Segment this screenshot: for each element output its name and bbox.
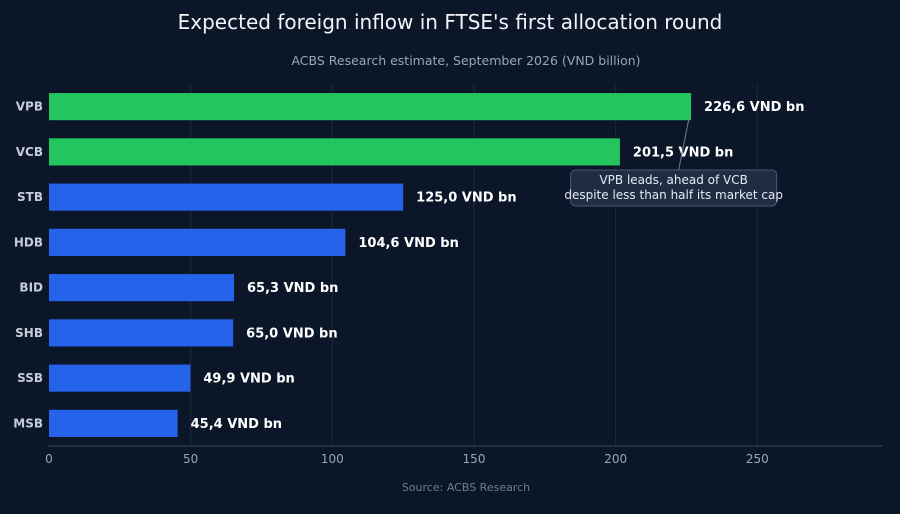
category-label-bid: BID <box>19 281 43 295</box>
data-label-shb: 65,0 VND bn <box>246 326 337 341</box>
annotation-arrow <box>678 118 690 171</box>
category-label-msb: MSB <box>13 416 43 430</box>
annotation: VPB leads, ahead of VCB despite less tha… <box>564 118 783 207</box>
annotation-line-2: despite less than half its market cap <box>564 188 783 202</box>
chart-title: Expected foreign inflow in FTSE's first … <box>178 10 723 34</box>
chart-subtitle: ACBS Research estimate, September 2026 (… <box>291 53 640 68</box>
bar-vcb <box>49 138 620 166</box>
x-axis-ticks: 0 50 100 150 200 250 <box>45 452 769 466</box>
bar-msb <box>49 409 178 437</box>
category-label-vpb: VPB <box>16 100 43 114</box>
category-label-ssb: SSB <box>17 371 43 385</box>
data-label-vcb: 201,5 VND bn <box>633 145 733 160</box>
x-tick-label: 150 <box>463 452 486 466</box>
bars <box>49 93 692 437</box>
data-label-ssb: 49,9 VND bn <box>203 372 294 387</box>
category-axis: VPB VCB STB HDB BID SHB SSB MSB <box>13 100 43 431</box>
annotation-box <box>570 169 778 207</box>
x-tick-label: 100 <box>321 452 344 466</box>
bar-bid <box>49 274 235 302</box>
category-label-hdb: HDB <box>14 235 43 249</box>
category-label-vcb: VCB <box>16 145 43 159</box>
chart-source: Source: ACBS Research <box>402 481 530 494</box>
x-tick-label: 250 <box>746 452 769 466</box>
bar-vpb <box>49 93 692 121</box>
data-label-msb: 45,4 VND bn <box>191 417 282 432</box>
x-tick-label: 200 <box>604 452 627 466</box>
data-label-hdb: 104,6 VND bn <box>358 236 458 251</box>
category-label-stb: STB <box>17 190 43 204</box>
data-label-stb: 125,0 VND bn <box>416 191 516 206</box>
bar-shb <box>49 319 234 347</box>
bar-ssb <box>49 364 191 392</box>
bar-stb <box>49 183 404 211</box>
annotation-line-1: VPB leads, ahead of VCB <box>599 173 747 187</box>
data-label-bid: 65,3 VND bn <box>247 281 338 296</box>
bar-hdb <box>49 228 346 256</box>
data-label-vpb: 226,6 VND bn <box>704 100 804 115</box>
x-tick-label: 50 <box>183 452 198 466</box>
data-labels: 226,6 VND bn 201,5 VND bn 125,0 VND bn 104,… <box>191 100 805 432</box>
category-label-shb: SHB <box>15 326 43 340</box>
x-tick-label: 0 <box>45 452 53 466</box>
